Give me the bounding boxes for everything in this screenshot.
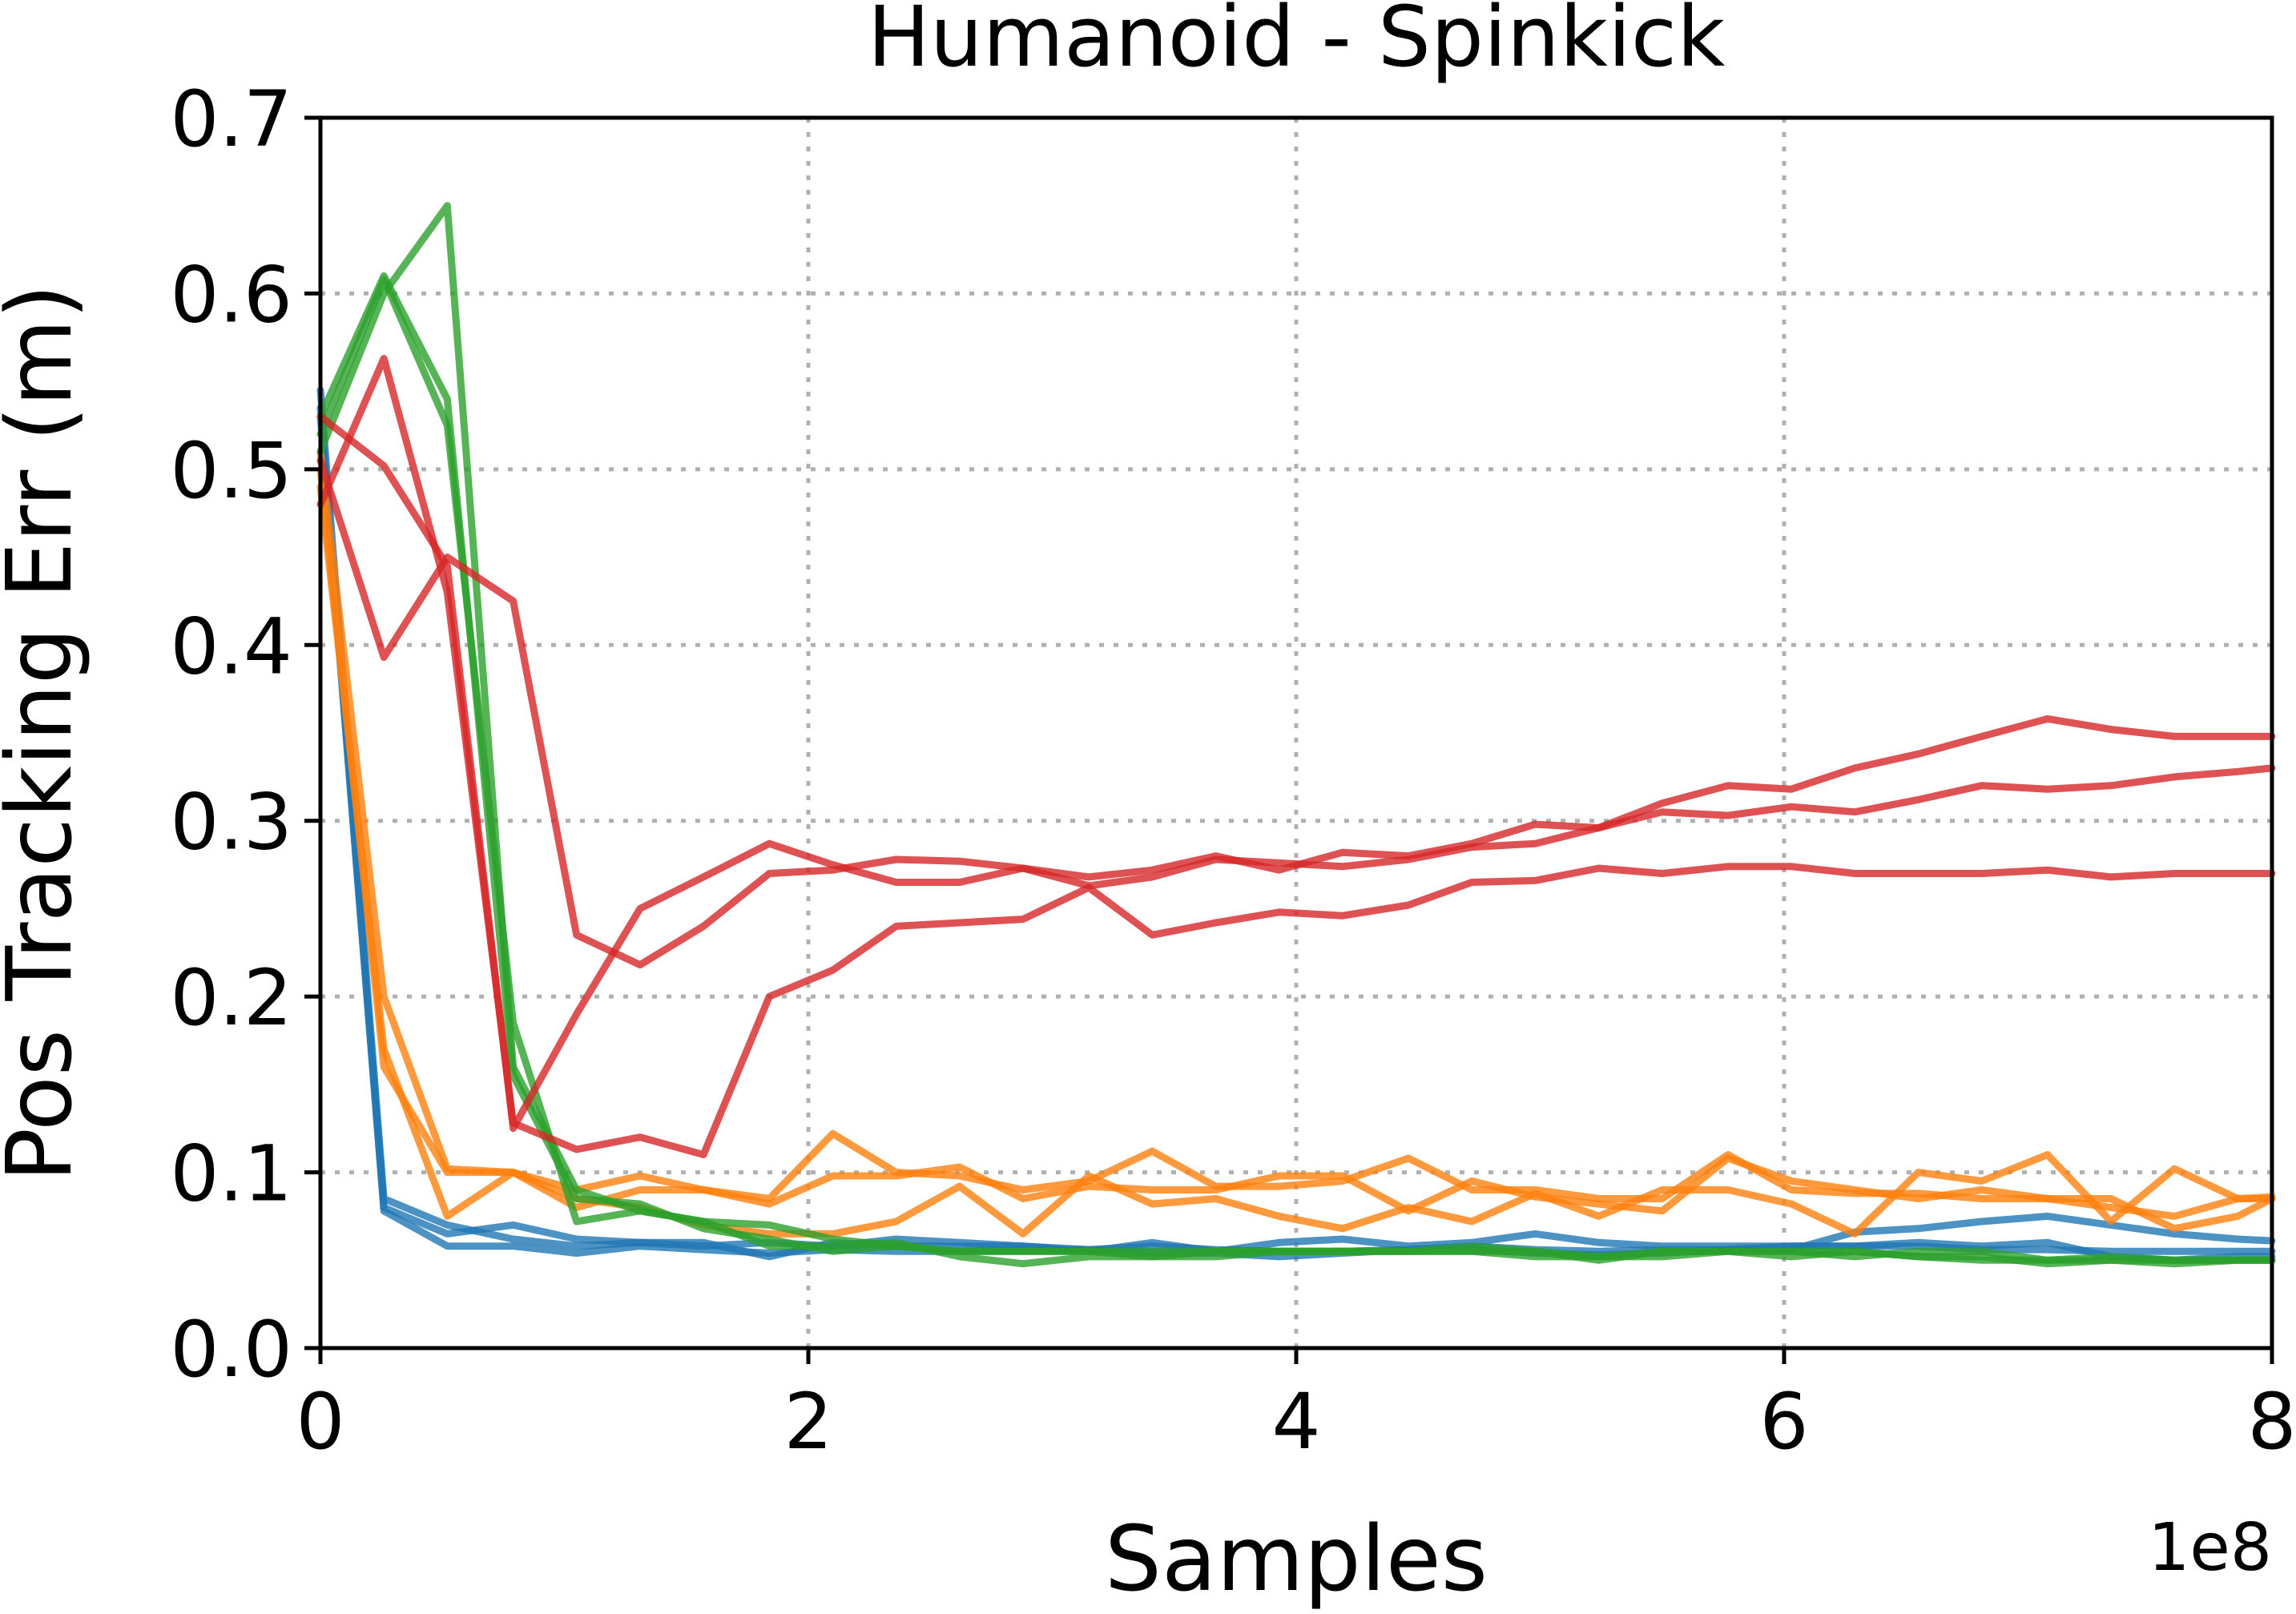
series-line-6 <box>316 465 2276 1233</box>
plot-frame <box>318 115 2274 1350</box>
x-axis-offset-label: 1e8 <box>2148 1510 2272 1586</box>
series-line-12 <box>316 355 2276 1159</box>
y-tick-label-1: 0.1 <box>170 1129 292 1219</box>
y-tick-label-2: 0.2 <box>170 953 292 1043</box>
x-tick-label-1: 2 <box>783 1377 832 1467</box>
grid-lines <box>320 118 2272 1348</box>
series-lines <box>316 202 2276 1268</box>
series-line-11 <box>316 457 2276 969</box>
series-line-3 <box>316 413 2276 1264</box>
y-axis-ticks: 0.0 0.1 0.2 0.3 0.4 0.5 0.6 0.7 <box>170 74 320 1395</box>
x-tick-label-0: 0 <box>296 1377 344 1467</box>
series-line-4 <box>316 448 2276 1220</box>
x-tick-label-2: 4 <box>1271 1377 1320 1467</box>
series-line-9 <box>316 272 2276 1268</box>
y-tick-label-7: 0.7 <box>170 74 292 164</box>
y-tick-label-6: 0.6 <box>170 250 292 340</box>
y-axis-label: Pos Tracking Err (m) <box>0 284 92 1182</box>
x-tick-label-3: 6 <box>1759 1377 1808 1467</box>
x-tick-label-4: 8 <box>2247 1377 2296 1467</box>
x-axis-label: Samples <box>1105 1507 1488 1612</box>
x-axis-ticks: 0 2 4 6 8 <box>296 1348 2296 1467</box>
y-tick-label-0: 0.0 <box>170 1305 292 1395</box>
y-tick-label-5: 0.5 <box>170 426 292 516</box>
y-tick-label-4: 0.4 <box>170 602 292 691</box>
chart-title: Humanoid - Spinkick <box>868 0 1726 86</box>
y-tick-label-3: 0.3 <box>170 778 292 867</box>
